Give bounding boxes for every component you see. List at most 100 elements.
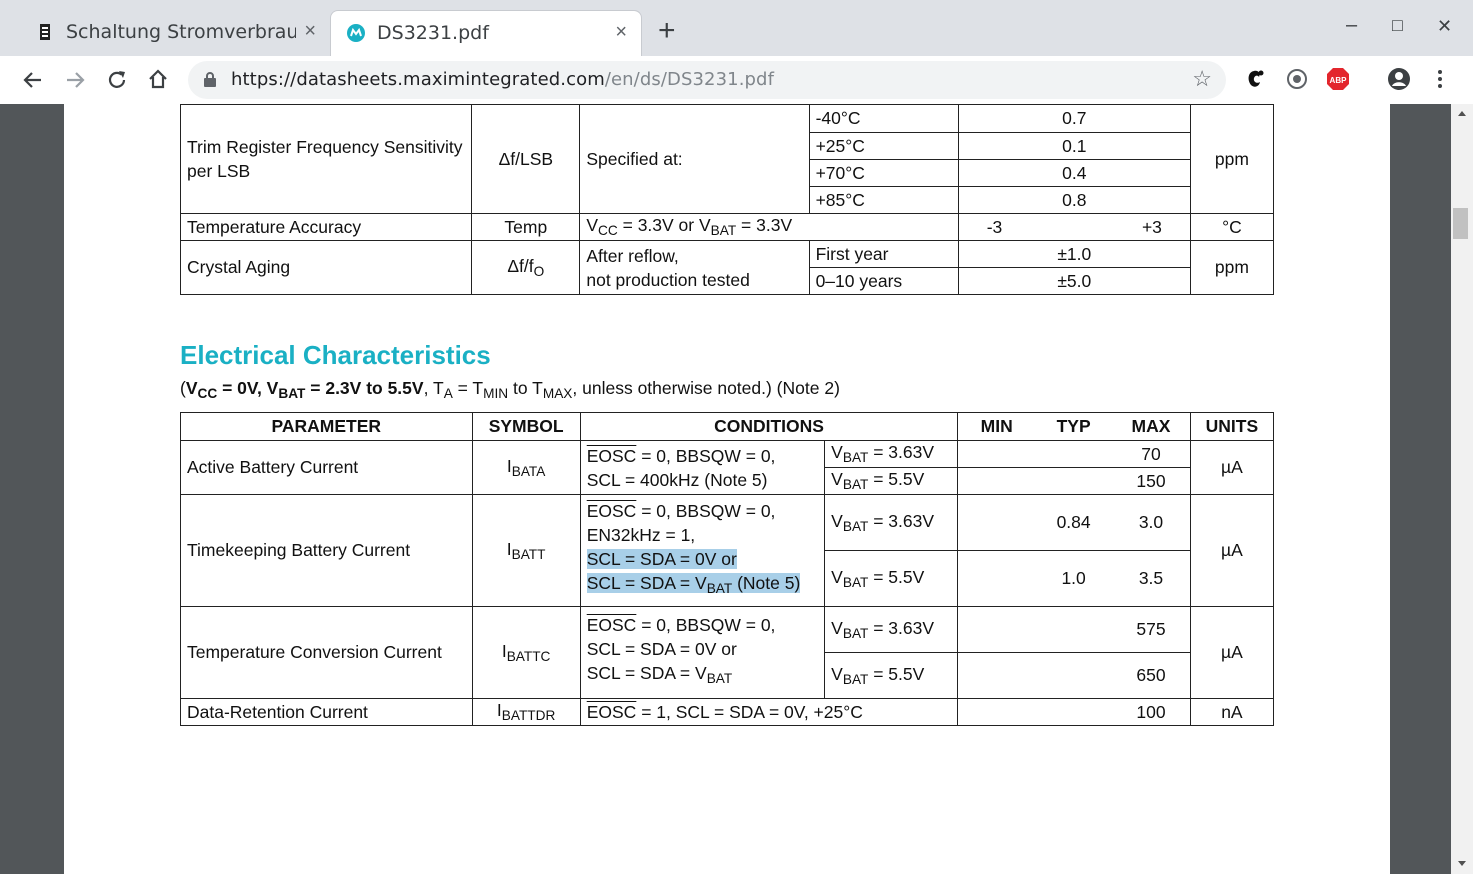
table-row: Timekeeping Battery Current IBATT EOSC =…	[180, 494, 1275, 607]
header-parameter: PARAMETER	[180, 412, 473, 441]
header-max: MAX	[1112, 412, 1191, 441]
minimize-button[interactable]: –	[1346, 14, 1358, 36]
typ-cell	[1035, 606, 1113, 653]
param-cell: Temperature Conversion Current	[180, 606, 473, 699]
min-value: -3	[986, 216, 1003, 237]
symbol-cell: Δf/LSB	[471, 104, 581, 214]
menu-kebab-icon[interactable]	[1435, 68, 1445, 90]
typ-cell: 0.84	[1035, 494, 1113, 551]
pdf-viewer[interactable]: Trim Register Frequency Sensitivity per …	[0, 104, 1473, 874]
typ-cell	[1035, 467, 1113, 495]
home-icon[interactable]	[147, 68, 169, 90]
table-row: Active Battery Current IBATA EOSC = 0, B…	[180, 440, 1275, 495]
conditions-cell: EOSC = 0, BBSQW = 0, EN32kHz = 1, SCL = SD…	[579, 494, 826, 607]
lock-icon[interactable]	[203, 71, 217, 88]
min-cell	[957, 494, 1036, 551]
table-row: VBAT = 5.5V 150	[181, 467, 1274, 495]
bookmark-star-icon[interactable]: ☆	[1192, 66, 1212, 91]
new-tab-button[interactable]: +	[658, 14, 676, 47]
profile-avatar-icon[interactable]	[1387, 67, 1411, 91]
value-cell: 0.7	[957, 104, 1191, 133]
condition-temp: -40°C	[808, 104, 959, 133]
value-cell: 0.4	[957, 159, 1191, 187]
page-favicon-icon	[40, 24, 50, 40]
gnome-extension-icon[interactable]	[1244, 68, 1266, 90]
symbol-cell: Temp	[471, 213, 581, 241]
electrical-characteristics-table: PARAMETER SYMBOL CONDITIONS MIN TYP MAX …	[180, 412, 1275, 726]
header-conditions: CONDITIONS	[579, 412, 959, 441]
max-cell: 650	[1112, 652, 1191, 699]
tab-title: Schaltung Stromverbrauch	[66, 21, 296, 43]
param-cell: Trim Register Frequency Sensitivity per …	[179, 104, 473, 214]
param-cell: Crystal Aging	[179, 240, 473, 295]
scroll-up-arrow-icon[interactable]	[1451, 106, 1473, 122]
typ-cell	[1035, 440, 1113, 468]
symbol-cell: IBATTDR	[471, 698, 581, 726]
unit-cell: µA	[1189, 440, 1275, 495]
param-cell: Active Battery Current	[180, 440, 473, 495]
max-cell: 3.5	[1112, 550, 1191, 607]
symbol-cell: IBATA	[471, 440, 581, 495]
maxim-favicon-icon	[347, 24, 365, 42]
symbol-cell: IBATTC	[471, 606, 581, 699]
value-cell: ±1.0	[957, 240, 1191, 268]
condition-temp: +85°C	[808, 186, 959, 214]
unit-cell: µA	[1189, 606, 1275, 699]
param-cell: Temperature Accuracy	[179, 213, 473, 241]
table-row: 0–10 years ±5.0	[181, 267, 1274, 295]
min-cell	[957, 440, 1036, 468]
typ-cell: 1.0	[1035, 550, 1113, 607]
privacy-extension-icon[interactable]	[1286, 68, 1308, 90]
tab-close-icon[interactable]: ×	[615, 21, 627, 43]
adblock-plus-icon[interactable]: ABP	[1326, 67, 1350, 91]
address-bar[interactable]: https://datasheets.maximintegrated.com/e…	[188, 61, 1226, 99]
min-cell	[957, 606, 1036, 653]
vbat-condition: VBAT = 5.5V	[824, 467, 959, 495]
symbol-cell: IBATT	[471, 494, 581, 607]
forward-icon[interactable]	[64, 69, 86, 91]
condition-temp: +70°C	[808, 159, 959, 187]
pdf-page: Trim Register Frequency Sensitivity per …	[64, 104, 1390, 874]
typ-cell	[1035, 698, 1113, 726]
selected-text[interactable]: SCL = SDA = VBAT (Note 5)	[586, 573, 801, 597]
vbat-condition: VBAT = 5.5V	[824, 550, 959, 607]
min-cell	[957, 550, 1036, 607]
vertical-scrollbar[interactable]	[1451, 104, 1473, 874]
maximize-button[interactable]: □	[1392, 15, 1403, 35]
tab-strip: Schaltung Stromverbrauch × DS3231.pdf × …	[0, 0, 1473, 56]
typ-cell	[1035, 652, 1113, 699]
table-row: +70°C 0.4	[181, 159, 1274, 187]
table-row: +85°C 0.8	[181, 186, 1274, 214]
symbol-cell: Δf/fO	[471, 240, 581, 295]
min-cell	[957, 698, 1036, 726]
section-heading: Electrical Characteristics	[180, 340, 491, 370]
conditions-cell: VCC = 3.3V or VBAT = 3.3V	[579, 213, 959, 241]
max-cell: 100	[1112, 698, 1191, 726]
url-text[interactable]: https://datasheets.maximintegrated.com/e…	[231, 69, 775, 90]
header-units: UNITS	[1189, 412, 1275, 441]
unit-cell: °C	[1189, 213, 1275, 241]
conditions-cell: EOSC = 1, SCL = SDA = 0V, +25°C	[579, 698, 959, 726]
header-min: MIN	[957, 412, 1036, 441]
max-cell: 575	[1112, 606, 1191, 653]
tab-close-icon[interactable]: ×	[304, 20, 316, 42]
tab-schaltung[interactable]: Schaltung Stromverbrauch ×	[20, 10, 330, 56]
value-cell: ±5.0	[957, 267, 1191, 295]
max-value: +3	[1141, 216, 1162, 237]
max-cell: 150	[1112, 467, 1191, 495]
unit-cell: ppm	[1189, 240, 1275, 295]
selected-text[interactable]: SCL = SDA = 0V or	[586, 549, 737, 570]
vbat-condition: VBAT = 3.63V	[824, 494, 959, 551]
scrollbar-thumb[interactable]	[1453, 208, 1468, 239]
close-window-button[interactable]: ✕	[1437, 16, 1453, 36]
reload-icon[interactable]	[106, 69, 128, 91]
back-icon[interactable]	[22, 69, 44, 91]
min-cell	[957, 652, 1036, 699]
tab-title: DS3231.pdf	[377, 22, 489, 44]
scroll-down-arrow-icon[interactable]	[1451, 856, 1473, 872]
header-symbol: SYMBOL	[471, 412, 581, 441]
tab-ds3231[interactable]: DS3231.pdf ×	[330, 10, 642, 56]
svg-text:ABP: ABP	[1330, 76, 1348, 85]
table-row: Temperature Accuracy Temp VCC = 3.3V or …	[179, 213, 1275, 241]
max-cell: 3.0	[1112, 494, 1191, 551]
